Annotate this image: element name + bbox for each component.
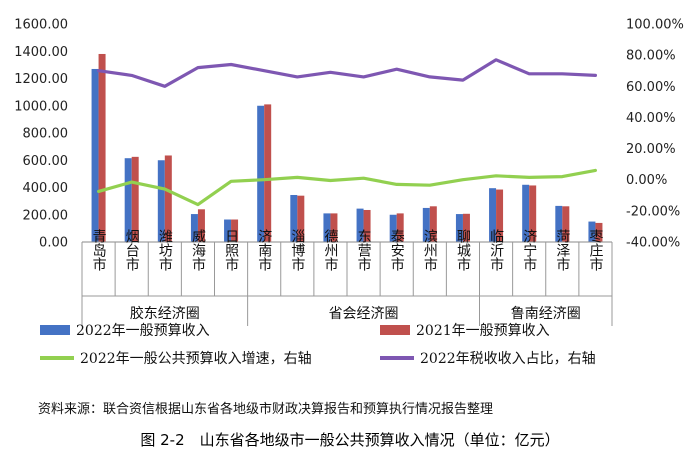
- bar: [323, 213, 331, 242]
- series-line: [96, 58, 598, 88]
- bar: [529, 185, 537, 242]
- bar: [257, 105, 265, 242]
- bar: [462, 213, 470, 242]
- bar: [555, 205, 563, 242]
- y-right-tick-label: 20.00%: [626, 142, 676, 157]
- bar: [157, 160, 165, 242]
- bar: [422, 207, 430, 242]
- category-label: 东营市: [356, 229, 372, 271]
- bar: [290, 194, 298, 242]
- bar: [264, 104, 272, 242]
- category-label: 德州市: [322, 229, 338, 271]
- chart: 0.00 200.00 400.00 600.00 800.00 1000.00 1200.…: [14, 18, 684, 368]
- legend-label: 2022年一般预算收入: [76, 323, 210, 339]
- legend-label: 2022年一般公共预算收入增速，右轴: [80, 351, 312, 367]
- category-label: 滨州市: [422, 229, 438, 271]
- category-label: 青岛市: [91, 229, 107, 271]
- legend-label: 2022年税收收入占比，右轴: [420, 351, 596, 367]
- bar: [124, 158, 132, 242]
- legend-swatch: [40, 325, 70, 335]
- category-label: 日照市: [223, 229, 239, 271]
- bar: [522, 184, 530, 242]
- y-right-tick-label: -40.00%: [626, 236, 680, 251]
- bar: [356, 208, 364, 242]
- y-right-tick-label: 0.00%: [626, 173, 667, 188]
- y-left-tick-label: 1000.00: [14, 99, 68, 114]
- y-left-tick-label: 600.00: [23, 154, 69, 169]
- bar: [91, 68, 99, 243]
- y-right-tick-label: 60.00%: [626, 80, 676, 95]
- y-left-tick-label: 200.00: [23, 208, 69, 223]
- bar: [190, 214, 198, 242]
- y-right-tick-label: 40.00%: [626, 111, 676, 126]
- group-label: 胶东经济圈: [130, 305, 200, 322]
- bar: [164, 155, 172, 242]
- bar: [588, 221, 596, 242]
- bar: [595, 222, 603, 242]
- category-label: 临沂市: [488, 229, 504, 271]
- category-label: 泰安市: [389, 229, 405, 271]
- category-label: 威海市: [190, 229, 206, 271]
- figure-caption: 图 2-2 山东省各地级市一般公共预算收入情况（单位：亿元）: [140, 431, 560, 449]
- y-left-tick-label: 1200.00: [14, 72, 68, 87]
- bar: [429, 206, 437, 242]
- category-label: 淄博市: [289, 229, 305, 271]
- y-left-tick-label: 1400.00: [14, 45, 68, 60]
- y-right-tick-label: -20.00%: [626, 204, 680, 219]
- bar: [224, 219, 232, 242]
- bar: [330, 213, 338, 242]
- category-label: 潍坊市: [157, 229, 173, 271]
- category-label: 菏泽市: [554, 229, 570, 271]
- bar: [496, 189, 504, 242]
- group-label: 鲁南经济圈: [511, 306, 581, 322]
- bar: [197, 209, 205, 242]
- legend-swatch: [380, 325, 410, 335]
- bar: [455, 214, 463, 242]
- category-label: 枣庄市: [587, 229, 603, 271]
- y-right-tick-label: 80.00%: [626, 49, 676, 64]
- bar: [396, 213, 404, 242]
- y-left-tick-label: 400.00: [23, 181, 69, 196]
- bar: [131, 156, 139, 242]
- category-label: 聊城市: [455, 229, 471, 271]
- bar: [562, 206, 570, 242]
- bar: [297, 195, 305, 242]
- y-right-tick-label: 100.00%: [626, 18, 684, 33]
- bar: [363, 209, 371, 242]
- bar: [98, 53, 106, 242]
- y-left-tick-label: 800.00: [23, 127, 69, 142]
- bar: [389, 214, 397, 242]
- y-left-tick-label: 1600.00: [14, 18, 68, 33]
- bar: [231, 219, 239, 242]
- category-label: 烟台市: [124, 229, 140, 271]
- source-note: 资料来源：联合资信根据山东省各地级市财政决算报告和预算执行情况报告整理: [38, 402, 494, 417]
- group-label: 省会经济圈: [329, 306, 399, 322]
- category-label: 济南市: [256, 229, 272, 271]
- y-left-tick-label: 0.00: [39, 236, 68, 251]
- bar: [489, 188, 497, 242]
- series-line: [96, 168, 598, 207]
- legend-label: 2021年一般预算收入: [416, 323, 550, 339]
- category-label: 济宁市: [521, 229, 537, 271]
